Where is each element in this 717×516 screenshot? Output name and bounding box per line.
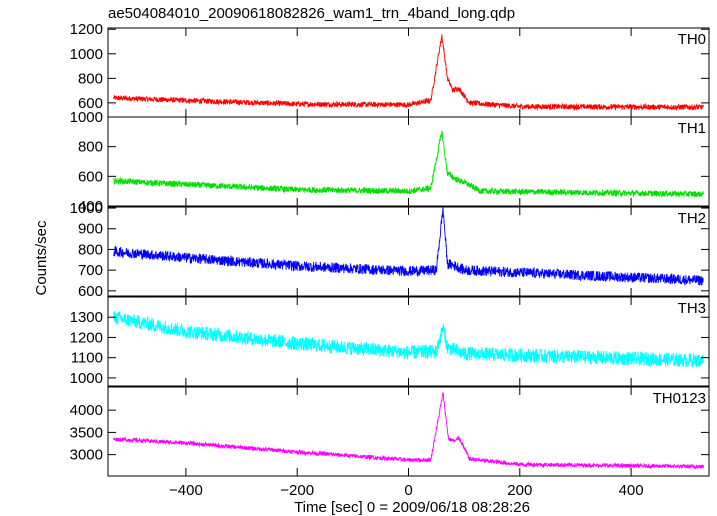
panel-frame-2	[107, 206, 710, 297]
y-tick-label: 1000	[70, 109, 103, 126]
y-tick-label: 600	[78, 168, 103, 185]
y-tick-label: 1200	[70, 329, 103, 346]
x-tick-label: −200	[280, 482, 314, 499]
y-tick-label: 400	[78, 198, 103, 215]
panel-frame-4	[107, 386, 710, 477]
panel-label-th0: TH0	[678, 31, 706, 48]
y-tick-label: 1000	[70, 370, 103, 387]
y-tick-label: 1000	[70, 200, 103, 217]
panel-label-th1: TH1	[678, 120, 706, 137]
y-tick-label: 900	[78, 221, 103, 238]
y-tick-label: 1300	[70, 309, 103, 326]
y-tick-label: 600	[78, 283, 103, 300]
y-tick-label: 700	[78, 262, 103, 279]
y-tick-label: 4000	[70, 402, 103, 419]
y-tick-label: 600	[78, 95, 103, 112]
series-line-th3	[113, 310, 704, 368]
series-line-th0123	[113, 391, 704, 470]
x-tick-label: 200	[507, 482, 532, 499]
y-tick-label: 3500	[70, 424, 103, 441]
y-tick-label: 800	[78, 139, 103, 156]
x-tick-label: −400	[169, 482, 203, 499]
y-tick-label: 1100	[71, 350, 103, 367]
panel-frame-0	[107, 27, 710, 118]
y-tick-label: 1200	[70, 21, 103, 38]
y-tick-label: 3000	[70, 447, 103, 464]
series-line-th2	[113, 206, 704, 286]
panel-label-th2: TH2	[678, 210, 706, 227]
panel-frame-3	[107, 296, 710, 387]
y-tick-label: 800	[78, 70, 103, 87]
y-tick-label: 800	[78, 241, 103, 258]
x-tick-label: 400	[619, 482, 644, 499]
y-tick-label: 1000	[70, 46, 103, 63]
panel-label-th0123: TH0123	[653, 390, 706, 407]
x-axis-label: Time [sec] 0 = 2009/06/18 08:28:26	[294, 499, 530, 516]
y-axis-label: Counts/sec	[33, 220, 50, 296]
panel-stack: TH0 600 800 1000 1200 TH1 400 600 800 1000 TH2 600 7…	[70, 21, 710, 499]
series-line-th1	[113, 130, 704, 199]
series-line-th0	[113, 34, 704, 112]
x-tick-label: 0	[404, 482, 412, 499]
panel-label-th3: TH3	[678, 300, 706, 317]
chart-title: ae504084010_20090618082826_wam1_trn_4ban…	[108, 5, 515, 22]
